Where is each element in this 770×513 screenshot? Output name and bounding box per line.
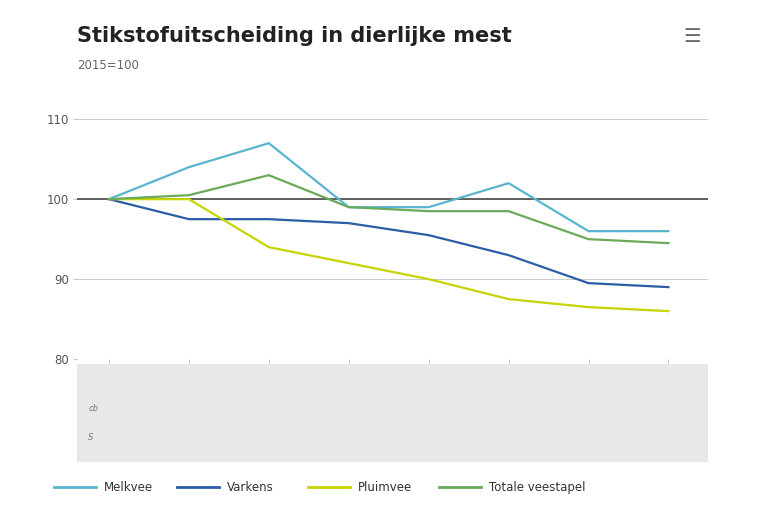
Text: Stikstofuitscheiding in dierlijke mest: Stikstofuitscheiding in dierlijke mest [77,26,512,46]
Text: 2015=100: 2015=100 [77,59,139,72]
Text: S: S [89,433,94,442]
Text: Totale veestapel: Totale veestapel [489,481,585,494]
Text: ☰: ☰ [683,27,701,46]
Text: Varkens: Varkens [227,481,274,494]
Text: Melkvee: Melkvee [104,481,153,494]
Text: Pluimvee: Pluimvee [358,481,412,494]
Text: cb: cb [89,404,99,412]
